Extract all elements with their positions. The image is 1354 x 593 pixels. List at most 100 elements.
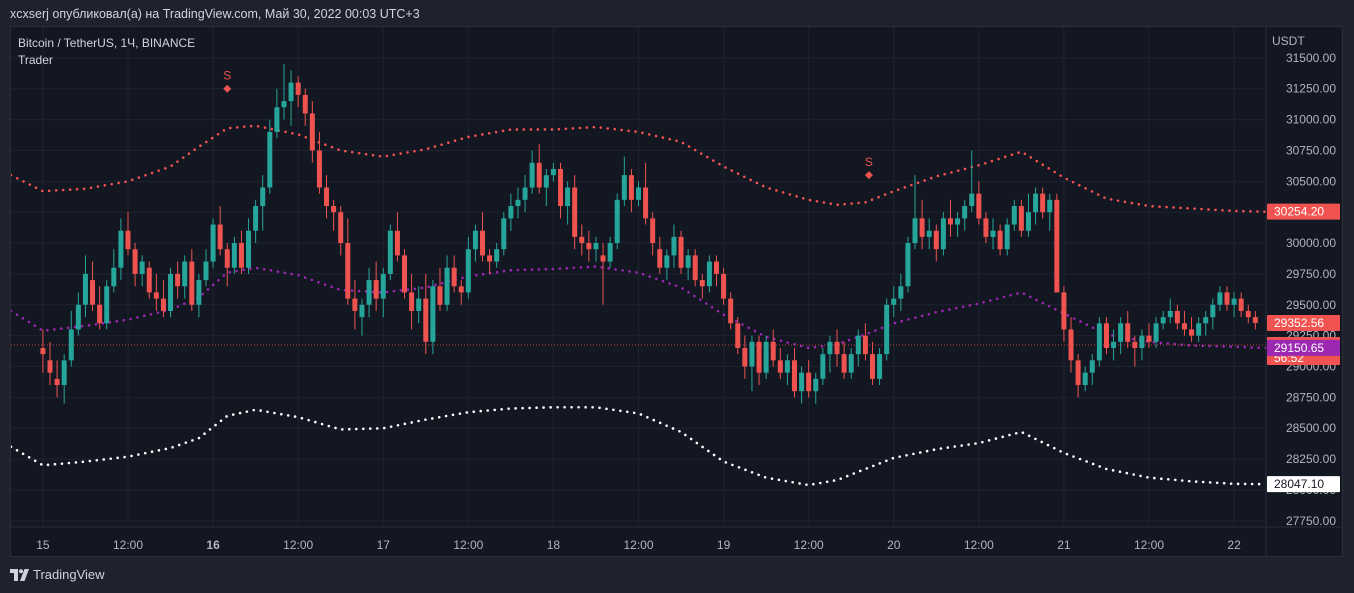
candle-body <box>770 341 776 361</box>
candle-body <box>54 378 60 386</box>
lower-band-dot <box>1052 446 1056 450</box>
middle-band-dot <box>927 312 931 316</box>
candle-body <box>324 187 330 207</box>
candle <box>182 255 188 299</box>
upper-band-dot <box>68 188 72 191</box>
upper-band-dot <box>1207 208 1210 211</box>
price-chart[interactable]: S S USDT 31500.00 31250.00 31000.00 30750.00 30… <box>11 27 1342 556</box>
lower-band-dot <box>1027 434 1031 438</box>
middle-band-dot <box>217 278 220 282</box>
candle-body <box>791 360 797 392</box>
upper-band-dot <box>199 144 202 148</box>
lower-band-dot <box>116 456 119 460</box>
price-tick-label: 28500.00 <box>1286 421 1336 435</box>
lower-band-dot <box>832 479 836 482</box>
middle-band-dot <box>15 313 19 316</box>
candle-body <box>281 101 287 108</box>
upper-band-dot <box>903 186 907 189</box>
upper-band-dot <box>1003 155 1007 159</box>
lower-band-dot <box>619 409 622 413</box>
candle <box>558 162 564 219</box>
chart-legend[interactable]: Bitcoin / TetherUS, 1Ч, BINANCE Trader <box>18 35 195 69</box>
lower-band-dot <box>598 406 601 410</box>
currency-label: USDT <box>1272 34 1305 48</box>
lower-band-dot <box>839 477 843 480</box>
lower-band-dot <box>953 445 957 448</box>
upper-band-dot <box>371 153 375 157</box>
lower-band-dot <box>95 458 99 462</box>
lower-band-dot <box>150 450 154 454</box>
middle-band-dot <box>222 274 226 277</box>
candle-body <box>742 347 748 367</box>
footer-brand-label[interactable]: TradingView <box>33 567 105 582</box>
lower-band-dot <box>191 439 194 442</box>
candle-body <box>168 273 174 311</box>
candle <box>1011 199 1017 231</box>
lower-band-dot <box>1091 462 1095 466</box>
middle-band-dot <box>668 282 671 285</box>
upper-band-dot <box>515 128 519 131</box>
indicator-label[interactable]: Trader <box>18 53 53 67</box>
candle-body <box>352 298 358 311</box>
upper-band-dot <box>406 151 409 154</box>
upper-band-dot <box>950 171 953 174</box>
lower-band-dot <box>238 411 242 415</box>
middle-band-dot <box>317 280 320 284</box>
middle-band-dot <box>558 267 562 270</box>
lower-band-dot <box>744 468 747 472</box>
upper-band-dot <box>1103 196 1106 199</box>
middle-band-dot <box>995 297 999 301</box>
lower-band-dot <box>905 453 908 457</box>
footer-brand[interactable]: TradingView <box>10 567 105 582</box>
upper-band-dot <box>467 135 470 139</box>
candle <box>338 206 344 256</box>
candle <box>75 292 81 336</box>
upper-band-dot <box>808 198 812 202</box>
candle-body <box>1111 341 1117 348</box>
lower-band-dot <box>507 407 510 410</box>
lower-band-dot <box>74 461 78 464</box>
upper-band-dot <box>453 139 457 143</box>
chart-frame[interactable]: S S USDT 31500.00 31250.00 31000.00 30750.00 30… <box>10 26 1343 557</box>
upper-band-dot <box>647 133 651 136</box>
middle-band-dot <box>206 288 210 291</box>
lower-band-dot <box>994 437 998 440</box>
upper-band-dot <box>413 149 416 153</box>
lower-band-dot <box>925 449 929 453</box>
candle-body <box>522 187 528 200</box>
middle-band-dot <box>249 267 252 270</box>
candle-body <box>295 82 301 95</box>
middle-band-dot <box>1072 317 1076 320</box>
lower-band-dot <box>88 459 92 463</box>
middle-band-dot <box>1236 345 1240 349</box>
candle <box>359 298 365 336</box>
lower-band-dot <box>437 415 441 419</box>
lower-band-dot <box>1118 470 1122 474</box>
candle-body <box>643 187 649 219</box>
upper-band-dot <box>936 174 940 178</box>
candle-body <box>472 230 478 250</box>
lower-band-dot <box>347 427 351 431</box>
candle <box>841 341 847 379</box>
middle-band-dot <box>579 266 583 269</box>
candle <box>437 267 443 311</box>
upper-band-dot <box>543 128 547 131</box>
candle <box>139 255 145 287</box>
candle <box>940 212 946 256</box>
lower-band-dot <box>872 464 875 468</box>
middle-band-dot <box>228 270 231 274</box>
candle-body <box>869 354 875 379</box>
upper-band-dot <box>1228 209 1231 212</box>
symbol-label[interactable]: Bitcoin / TetherUS, 1Ч, BINANCE <box>18 36 196 50</box>
candle-body <box>182 261 188 287</box>
upper-band-dot <box>627 129 630 133</box>
candle <box>47 341 53 386</box>
upper-band-dot <box>487 131 491 135</box>
candle-body <box>749 341 755 367</box>
candle-body <box>345 243 351 299</box>
candle-body <box>1118 323 1124 342</box>
candle-body <box>75 304 81 330</box>
upper-band-dot <box>228 126 232 130</box>
middle-band-dot <box>509 268 513 272</box>
lower-band-dot <box>556 405 559 409</box>
